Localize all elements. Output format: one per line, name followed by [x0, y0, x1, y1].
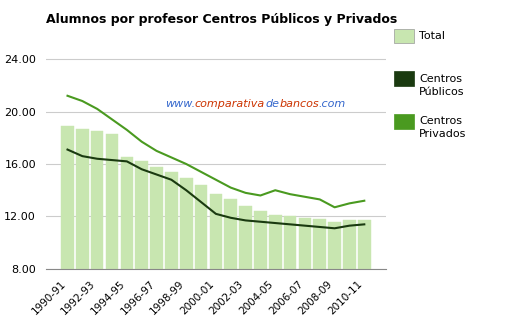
- Text: Centros: Centros: [419, 116, 462, 126]
- Bar: [195, 185, 207, 328]
- Bar: [328, 222, 341, 328]
- Text: Alumnos por profesor Centros Públicos y Privados: Alumnos por profesor Centros Públicos y …: [46, 13, 397, 26]
- Bar: [358, 220, 371, 328]
- Bar: [136, 161, 148, 328]
- Bar: [91, 131, 104, 328]
- Text: de: de: [265, 99, 279, 109]
- Text: bancos: bancos: [279, 99, 319, 109]
- Bar: [180, 178, 193, 328]
- Bar: [210, 194, 222, 328]
- Bar: [269, 215, 281, 328]
- Text: Total: Total: [419, 31, 445, 41]
- Bar: [165, 172, 178, 328]
- Bar: [343, 220, 356, 328]
- Text: Privados: Privados: [419, 130, 466, 139]
- Bar: [239, 206, 252, 328]
- Text: comparativa: comparativa: [195, 99, 265, 109]
- Text: www.: www.: [165, 99, 195, 109]
- Text: Públicos: Públicos: [419, 87, 465, 97]
- Bar: [225, 199, 237, 328]
- Bar: [76, 129, 88, 328]
- Text: .com: .com: [319, 99, 346, 109]
- Bar: [120, 157, 133, 328]
- Text: Centros: Centros: [419, 74, 462, 84]
- Bar: [284, 216, 296, 328]
- Bar: [61, 126, 74, 328]
- Bar: [150, 167, 163, 328]
- Bar: [106, 134, 118, 328]
- Bar: [299, 218, 311, 328]
- Bar: [254, 211, 267, 328]
- Bar: [313, 219, 326, 328]
